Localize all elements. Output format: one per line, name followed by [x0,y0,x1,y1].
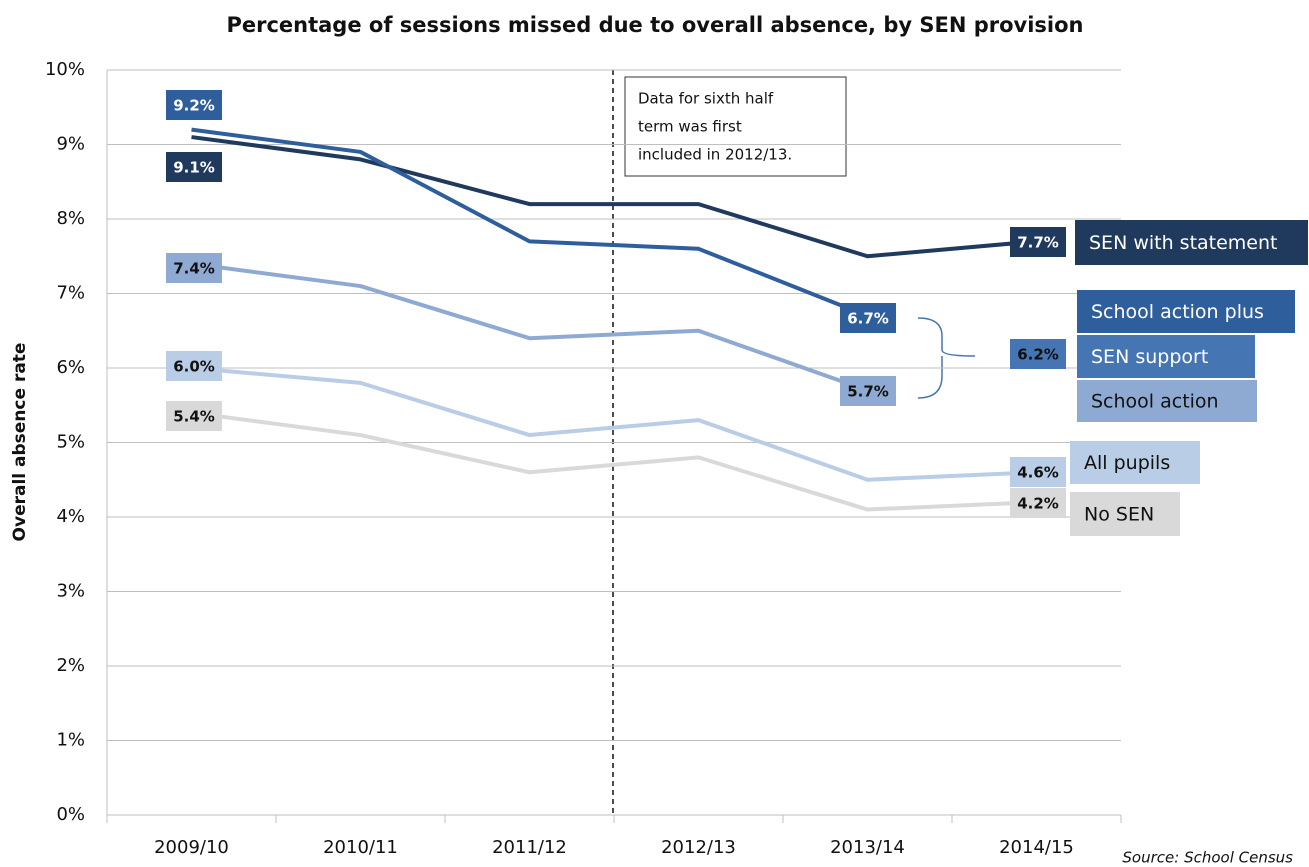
data-label: 9.2% [173,97,215,115]
legend-box [1077,290,1295,333]
data-label: 4.2% [1017,495,1059,513]
y-axis-title: Overall absence rate [10,343,30,542]
data-label: 5.7% [847,383,889,401]
y-tick-label: 9% [56,134,85,155]
legend-box [1075,220,1308,265]
data-label: 7.4% [173,260,215,278]
series-line [191,366,1037,482]
annotation-box [624,76,847,177]
legend-box [1070,441,1200,484]
y-tick-label: 5% [56,432,85,453]
x-tick-label: 2011/12 [492,837,567,858]
legend-label: No SEN [1084,504,1154,526]
data-label: 6.0% [173,358,215,376]
legend-label: School action plus [1091,301,1264,323]
y-tick-label: 7% [56,283,85,304]
data-label-box [166,90,222,120]
data-label: 5.4% [173,408,215,426]
y-tick-label: 4% [56,506,85,527]
brace [917,317,976,399]
legend-box [1077,335,1255,378]
x-tick-label: 2013/14 [830,837,905,858]
y-tick-label: 2% [56,655,85,676]
legend-label: School action [1091,391,1219,413]
data-label-box [840,376,896,406]
annotation-line: Data for sixth half [638,90,774,108]
data-label-box [1010,488,1066,518]
series-line [191,127,869,318]
legend-label: All pupils [1084,452,1170,474]
data-label: 9.1% [173,159,215,177]
x-tick-label: 2009/10 [154,837,229,858]
legend-label: SEN with statement [1089,232,1278,254]
data-label-box [166,351,222,381]
data-label: 6.7% [847,310,889,328]
data-label-box [166,401,222,431]
data-label-box [1010,457,1066,487]
data-label-box [1010,339,1066,369]
data-label: 7.7% [1017,234,1059,252]
data-label: 6.2% [1017,346,1059,364]
data-label-box [166,253,222,283]
data-label: 4.6% [1017,464,1059,482]
x-tick-label: 2010/11 [323,837,398,858]
legend-box [1070,492,1180,536]
chart-title: Percentage of sessions missed due to ove… [226,13,1083,37]
legend-label: SEN support [1091,346,1208,368]
y-tick-label: 3% [56,581,85,602]
x-tick-label: 2014/15 [999,837,1074,858]
x-tick-label: 2012/13 [661,837,736,858]
y-tick-label: 0% [56,804,85,825]
data-label-box [1010,227,1066,257]
data-label-box [840,303,896,333]
series-line [191,261,869,393]
annotation-line: included in 2012/13. [638,146,792,164]
y-tick-label: 1% [56,730,85,751]
annotation-line: term was first [638,118,742,136]
y-tick-label: 8% [56,208,85,229]
y-tick-label: 10% [45,59,85,80]
legend-box [1077,380,1257,422]
series-line [191,410,1037,512]
series-line [191,135,1037,259]
source: Source: School Census [1122,849,1293,867]
y-tick-label: 6% [56,357,85,378]
data-label-box [166,152,222,182]
